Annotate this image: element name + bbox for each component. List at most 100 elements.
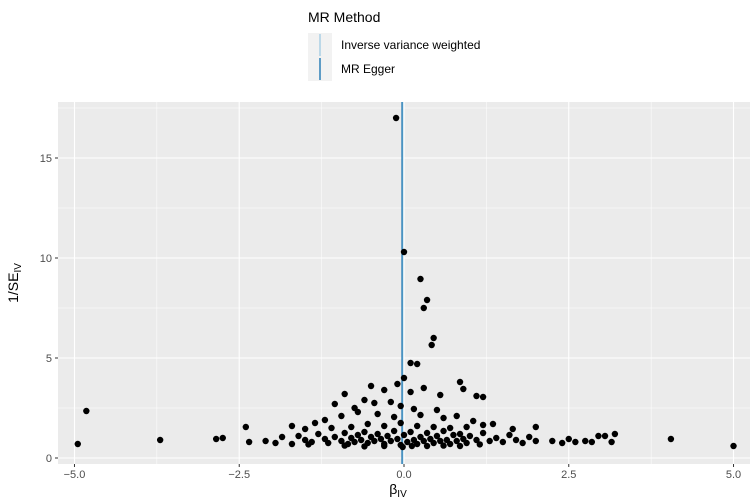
data-point (367, 382, 375, 390)
data-point (473, 392, 480, 400)
data-point (400, 431, 408, 439)
data-point (582, 437, 589, 445)
data-point (390, 413, 398, 421)
data-point (453, 412, 460, 420)
data-point (381, 386, 388, 394)
data-point (460, 385, 467, 393)
data-point (371, 437, 378, 445)
data-point (499, 438, 507, 446)
data-point (476, 441, 483, 448)
data-point (446, 424, 454, 432)
data-point (341, 390, 348, 398)
data-point (288, 440, 296, 448)
data-point (519, 439, 526, 447)
data-point (608, 438, 615, 446)
data-point (433, 432, 441, 440)
data-point (321, 416, 329, 424)
data-point (423, 296, 431, 304)
data-point (440, 427, 447, 435)
data-point (331, 433, 338, 441)
data-point (565, 435, 572, 443)
legend-entries: Inverse variance weighted MR Egger (308, 33, 480, 81)
data-point (601, 432, 609, 440)
data-point (440, 414, 447, 422)
data-point (338, 437, 345, 445)
data-point (611, 430, 619, 438)
data-point (354, 408, 362, 416)
data-point (440, 442, 447, 449)
data-point (219, 434, 226, 442)
data-point (361, 396, 368, 404)
data-point (399, 443, 406, 451)
data-point (430, 439, 437, 447)
data-point (83, 407, 90, 415)
data-point (390, 427, 398, 435)
data-point (245, 438, 253, 446)
data-point (479, 421, 487, 429)
data-point (331, 400, 338, 408)
data-point (437, 437, 444, 445)
data-point (423, 429, 431, 437)
data-point (74, 440, 81, 448)
data-point (212, 435, 220, 443)
data-point (413, 422, 421, 430)
y-tick-label: 15 (40, 153, 52, 165)
data-point (364, 420, 371, 428)
x-axis-title: βIV (389, 481, 407, 500)
legend-title: MR Method (308, 9, 380, 25)
data-point (381, 442, 388, 450)
data-point (423, 442, 431, 450)
data-point (730, 442, 737, 450)
data-point (420, 384, 427, 392)
data-point (453, 437, 460, 445)
method-lines (401, 102, 404, 464)
data-point (305, 441, 312, 448)
data-point (397, 419, 404, 427)
legend: MR Method Inverse variance weighted MR Eg… (308, 9, 480, 81)
data-point (348, 423, 355, 431)
data-point (374, 430, 381, 438)
legend-label: MR Egger (341, 62, 395, 76)
y-tick-label: 5 (46, 353, 52, 365)
data-point (400, 374, 408, 382)
data-point (407, 359, 414, 367)
x-tick-label: −2.5 (228, 469, 250, 481)
data-point (392, 114, 400, 122)
data-point (262, 437, 269, 445)
data-point (417, 411, 424, 419)
data-point (394, 380, 401, 388)
data-point (420, 437, 427, 445)
data-point (400, 248, 408, 256)
data-point (301, 436, 309, 444)
data-point (509, 425, 516, 433)
data-point (311, 419, 319, 427)
data-point (295, 432, 302, 440)
data-point (407, 388, 414, 396)
data-point (397, 402, 404, 410)
data-point (156, 436, 164, 444)
data-point (486, 437, 493, 445)
data-point (466, 432, 474, 440)
data-point (410, 405, 418, 413)
x-axis-title-sub: IV (397, 489, 407, 500)
grid-major (58, 102, 750, 464)
data-point (361, 428, 368, 436)
data-point (430, 423, 437, 431)
data-point (456, 378, 464, 386)
data-points (74, 114, 737, 451)
data-point (428, 341, 435, 349)
data-point (479, 429, 487, 437)
data-point (572, 438, 579, 446)
data-point (404, 438, 411, 446)
data-point (558, 439, 566, 447)
y-axis-ticks: 0 5 10 15 (40, 153, 58, 465)
data-point (512, 436, 520, 444)
data-point (325, 439, 332, 447)
data-point (532, 437, 540, 445)
data-point (338, 412, 345, 420)
data-point (532, 423, 540, 431)
data-point (328, 424, 335, 432)
data-point (371, 399, 378, 407)
